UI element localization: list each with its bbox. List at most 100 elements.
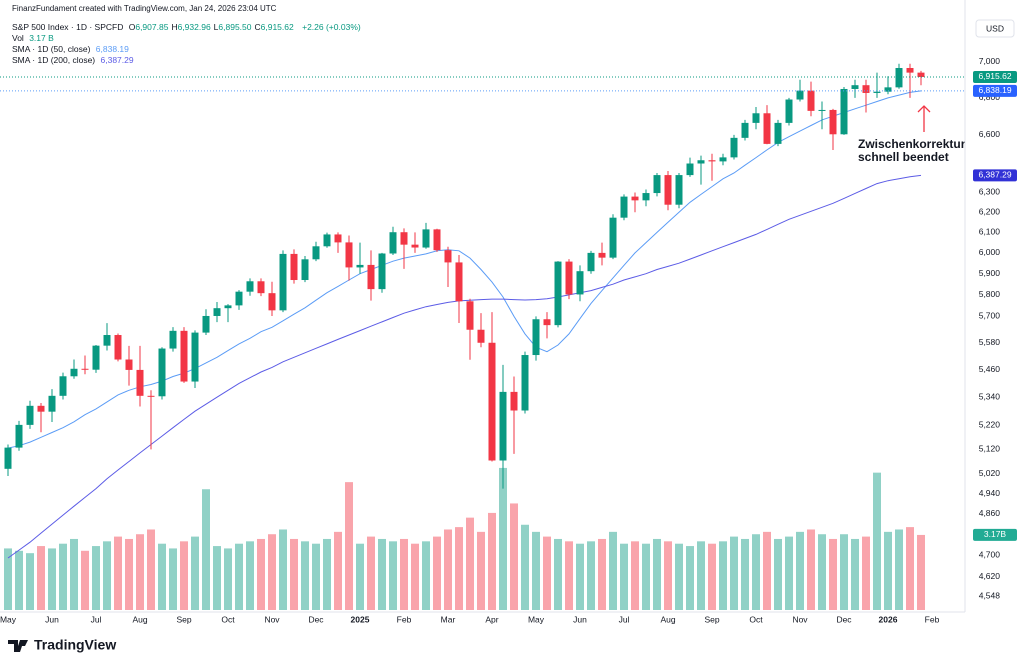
volume-bar: [103, 541, 111, 610]
candle-body: [620, 196, 628, 218]
y-tick-label: 7,000: [979, 56, 1001, 66]
candle-body: [587, 252, 595, 272]
candle-body: [114, 335, 122, 360]
volume-bar: [37, 546, 45, 610]
volume-legend: Vol 3.17 B: [12, 33, 57, 43]
candle-body: [257, 281, 265, 294]
candle-body: [290, 253, 298, 281]
candle-body: [48, 395, 56, 412]
y-tick-label: 5,700: [979, 311, 1001, 321]
candle-body: [807, 90, 815, 111]
candle-body: [433, 229, 441, 251]
volume-bar: [642, 543, 650, 610]
volume-bar: [521, 524, 529, 610]
candle-body: [92, 345, 100, 370]
volume-bar: [169, 548, 177, 610]
volume-bar: [202, 489, 210, 610]
volume-bar: [301, 541, 309, 610]
volume-bar: [323, 538, 331, 610]
y-tick-label: 5,340: [979, 391, 1001, 401]
y-tick-label: 5,580: [979, 337, 1001, 347]
y-tick-label: 4,620: [979, 571, 1001, 581]
volume-bar: [631, 541, 639, 610]
candle-body: [103, 335, 111, 346]
candle-body: [763, 113, 771, 144]
volume-bar: [367, 536, 375, 610]
volume-bar: [246, 541, 254, 610]
volume-bar: [686, 546, 694, 610]
currency[interactable]: USD: [986, 23, 1004, 33]
ohlc-value: 6,907.85: [135, 22, 169, 32]
volume-bar: [422, 541, 430, 610]
annotation: Zwischenkorrektur: [858, 137, 966, 151]
volume-label-box: [973, 528, 1017, 541]
candle-body: [136, 369, 144, 396]
x-tick-label: Aug: [660, 614, 675, 624]
y-tick-label: 6,300: [979, 187, 1001, 197]
candle-body: [477, 329, 485, 343]
sma-label-box: [973, 84, 1017, 97]
candle-body: [697, 160, 705, 164]
volume-bar: [125, 538, 133, 610]
y-tick-label: 5,020: [979, 468, 1001, 478]
candle-body: [741, 122, 749, 138]
volume-bar: [532, 531, 540, 610]
candle-body: [730, 137, 738, 158]
candle-body: [15, 424, 23, 448]
candle-body: [829, 109, 837, 135]
volume-bar: [862, 536, 870, 610]
volume-bar: [675, 543, 683, 610]
logo-text: TradingView: [34, 637, 116, 653]
x-tick-label: Dec: [308, 614, 324, 624]
y-tick-label: 4,548: [979, 590, 1001, 600]
sma-name: SMA · 1D (200, close): [12, 55, 96, 65]
candle-body: [631, 196, 639, 201]
sma-value: 6,387.29: [100, 55, 134, 65]
volume-bar: [180, 541, 188, 610]
volume-bar: [213, 546, 221, 610]
symbol: S&P 500 Index · 1D · SPCFD: [12, 22, 124, 32]
sma-label: 6,838.19: [978, 85, 1011, 95]
volume-bar: [829, 538, 837, 610]
ohlc-key: O: [128, 22, 136, 32]
ohlc-value: 6,915.62: [260, 22, 294, 32]
candle-body: [147, 395, 155, 397]
volume-bar: [389, 541, 397, 610]
currency-box[interactable]: [975, 19, 1015, 38]
x-tick-label: Oct: [749, 614, 763, 624]
volume-bar: [268, 534, 276, 610]
volume-bar: [796, 531, 804, 610]
volume-value: 3.17 B: [29, 33, 54, 43]
candle-body: [719, 157, 727, 162]
change: +2.26 (+0.03%): [302, 22, 361, 32]
candle-body: [268, 293, 276, 311]
candle-body: [664, 175, 672, 205]
candle-body: [378, 253, 386, 290]
y-tick-label: 5,120: [979, 444, 1001, 454]
candle-body: [554, 261, 562, 326]
volume-bar: [884, 531, 892, 610]
y-tick-label: 5,800: [979, 289, 1001, 299]
y-tick-label: 5,220: [979, 420, 1001, 430]
x-tick-label: 2025: [351, 614, 370, 624]
candle-body: [279, 253, 287, 311]
volume-bar: [345, 482, 353, 610]
x-tick-label: Sep: [704, 614, 719, 624]
x-tick-label: Mar: [441, 614, 456, 624]
volume-label: 3.17B: [984, 529, 1007, 539]
volume-bar: [15, 550, 23, 610]
symbol-legend: S&P 500 Index · 1D · SPCFD O6,907.85 H6,9…: [12, 22, 364, 32]
volume-bar: [554, 538, 562, 610]
volume-bar: [224, 548, 232, 610]
ohlc: O6,907.85 H6,932.96 L6,895.50 C6,915.62: [129, 22, 297, 32]
candle-body: [323, 234, 331, 247]
candle-body: [895, 68, 903, 88]
x-tick-label: Sep: [176, 614, 191, 624]
volume-bar: [444, 529, 452, 610]
candle-body: [521, 355, 529, 411]
candle-body: [169, 330, 177, 349]
volume-bar: [818, 534, 826, 610]
volume-bar: [785, 536, 793, 610]
candle-body: [510, 391, 518, 411]
